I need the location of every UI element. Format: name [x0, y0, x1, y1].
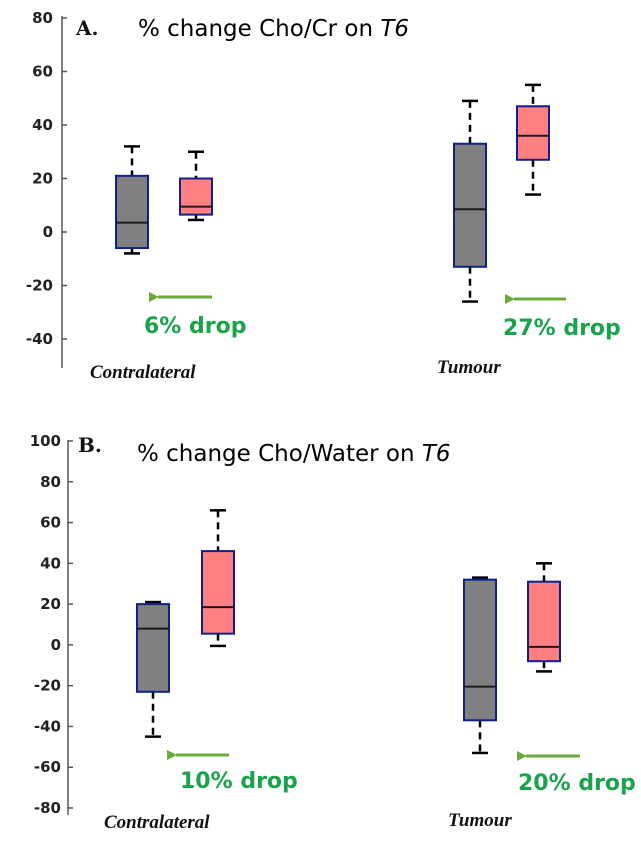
panel-b-y-tick-label: -60 [34, 758, 61, 776]
panel-a: A. % change Cho/Cr on T6 80 60 40 20 0 -20 -40… [26, 9, 621, 383]
panel-a-tumour-T6-box [516, 105, 550, 161]
panel-b-tumour-drop: 20% drop [518, 771, 636, 796]
panel-b-contralateral-baseline-box [136, 603, 170, 693]
panel-a-y-tick-label: -40 [26, 330, 53, 348]
panel-b-y-axis: 100 80 60 40 20 0 -20 -40 -60 -80 [30, 432, 73, 817]
panel-b-y-tick-label: 60 [40, 514, 61, 532]
panel-b-y-tick-label: 20 [40, 595, 61, 613]
panel-a-y-tick-label: 80 [32, 9, 53, 27]
panel-a-tumour-drop: 27% drop [503, 316, 621, 341]
panel-a-contralateral-baseline-box [115, 174, 149, 250]
panel-a-contralateral-T6-box [179, 177, 213, 216]
panel-a-y-tick-label: 0 [43, 223, 53, 241]
panel-b-y-tick-label: 80 [40, 473, 61, 491]
panel-b-y-tick-label: -40 [34, 717, 61, 735]
panel-a-tumour-baseline-box [453, 142, 487, 268]
panel-b-label: B. [78, 433, 102, 457]
panel-b-boxes [136, 509, 561, 755]
panel-a-y-axis: 80 60 40 20 0 -20 -40 [26, 9, 67, 368]
panel-b-y-tick-label: 100 [30, 432, 61, 450]
panel-b-tumour-T6-box [527, 580, 561, 663]
panel-a-y-tick-label: 20 [32, 170, 53, 188]
panel-b-tumour-label: Tumour [448, 810, 512, 831]
panel-a-y-tick-label: -20 [26, 277, 53, 295]
panel-a-tumour-label: Tumour [437, 357, 501, 378]
panel-a-contralateral-drop: 6% drop [144, 314, 246, 339]
panel-a-title: % change Cho/Cr on T6 [138, 16, 409, 42]
panel-a-y-tick-label: 60 [32, 63, 53, 81]
panel-b-y-tick-label: 0 [51, 636, 61, 654]
panel-b: B. % change Cho/Water on T6 100 80 60 40 20 0… [30, 432, 636, 833]
panel-b-contralateral-label: Contralateral [104, 812, 210, 833]
panel-b-contralateral-T6-box [201, 550, 235, 635]
panel-b-y-tick-label: -80 [34, 799, 61, 817]
panel-b-y-tick-label: -20 [34, 677, 61, 695]
panel-a-contralateral-label: Contralateral [90, 362, 196, 383]
panel-a-y-tick-label: 40 [32, 116, 53, 134]
panel-a-boxes [115, 83, 550, 303]
panel-b-contralateral-drop: 10% drop [180, 769, 298, 794]
panel-a-label: A. [75, 16, 98, 40]
panel-b-title: % change Cho/Water on T6 [137, 441, 451, 467]
panel-b-tumour-baseline-box [463, 578, 497, 722]
panel-b-y-tick-label: 40 [40, 554, 61, 572]
